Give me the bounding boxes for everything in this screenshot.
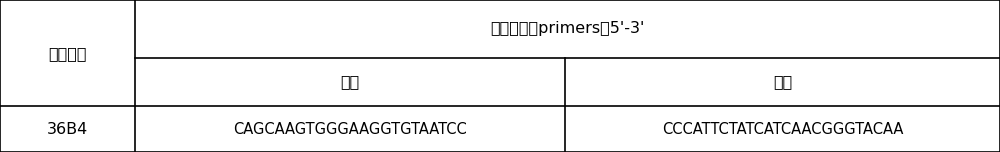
Text: 上游: 上游 <box>340 75 360 90</box>
Text: 引物序列（primers）5'-3': 引物序列（primers）5'-3' <box>490 21 645 36</box>
Text: CCCATTCTATCATCAACGGGTACAA: CCCATTCTATCATCAACGGGTACAA <box>662 122 903 137</box>
Text: CAGCAAGTGGGAAGGTGTAATCC: CAGCAAGTGGGAAGGTGTAATCC <box>233 122 467 137</box>
Text: 36B4: 36B4 <box>47 122 88 137</box>
Text: 基因名称: 基因名称 <box>48 46 87 61</box>
Text: 下游: 下游 <box>773 75 792 90</box>
